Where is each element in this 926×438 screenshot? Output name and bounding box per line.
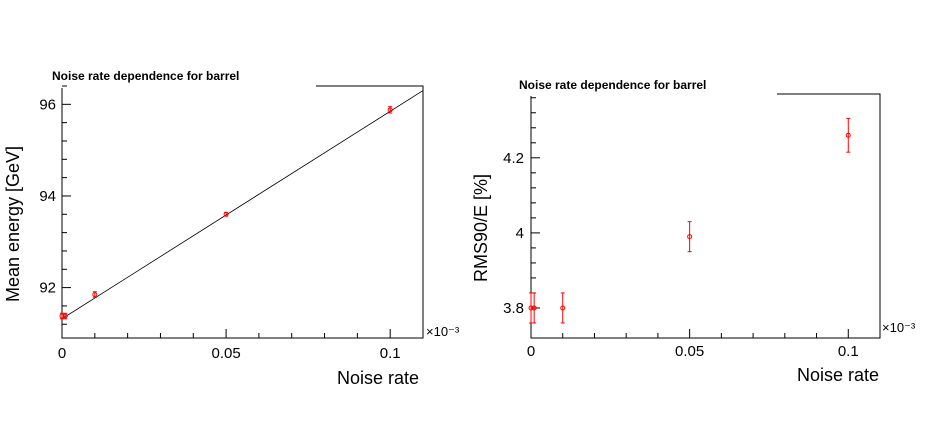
- x-axis-label: Noise rate: [337, 368, 419, 388]
- chart-panel-1: Noise rate dependence for barrel 0 0.05 0.1…: [3, 66, 460, 388]
- data-point: [528, 305, 534, 311]
- title-box: [519, 74, 777, 96]
- y-tick-label: 3.8: [503, 300, 524, 317]
- y-tick-label: 92: [39, 280, 56, 297]
- y-tick-label: 96: [39, 96, 56, 113]
- data-point: [92, 291, 98, 297]
- x-exponent-label: ×10⁻³: [426, 324, 460, 339]
- chart-title: Noise rate dependence for barrel: [52, 69, 239, 83]
- y-tick-label: 94: [39, 188, 56, 205]
- x-exponent-label: ×10⁻³: [882, 320, 916, 335]
- x-tick-label: 0: [58, 345, 66, 362]
- data-point: [387, 107, 393, 113]
- x-axis-label: Noise rate: [797, 365, 879, 385]
- chart-title: Noise rate dependence for barrel: [519, 78, 706, 92]
- fit-line: [61, 90, 424, 320]
- x-tick-label: 0.05: [675, 343, 704, 360]
- y-axis-label: Mean energy [GeV]: [3, 146, 23, 302]
- data-point: [531, 305, 537, 311]
- x-tick-label: 0.1: [380, 345, 401, 362]
- x-tick-label: 0.1: [838, 343, 859, 360]
- y-tick-label: 4: [516, 225, 524, 242]
- data-point: [223, 211, 229, 217]
- chart-panel-2: Noise rate dependence for barrel 0 0.05 0.1…: [471, 74, 916, 385]
- data-point: [687, 234, 693, 240]
- x-tick-label: 0: [527, 343, 535, 360]
- data-point: [845, 132, 851, 138]
- y-axis-label: RMS90/E [%]: [471, 174, 491, 282]
- title-box: [50, 66, 316, 88]
- plot-frame: [61, 85, 424, 339]
- x-tick-label: 0.05: [211, 345, 240, 362]
- y-tick-label: 4.2: [503, 150, 524, 167]
- data-point: [59, 313, 65, 319]
- data-point: [560, 305, 566, 311]
- data-point: [62, 313, 68, 319]
- plot-frame: [530, 93, 881, 339]
